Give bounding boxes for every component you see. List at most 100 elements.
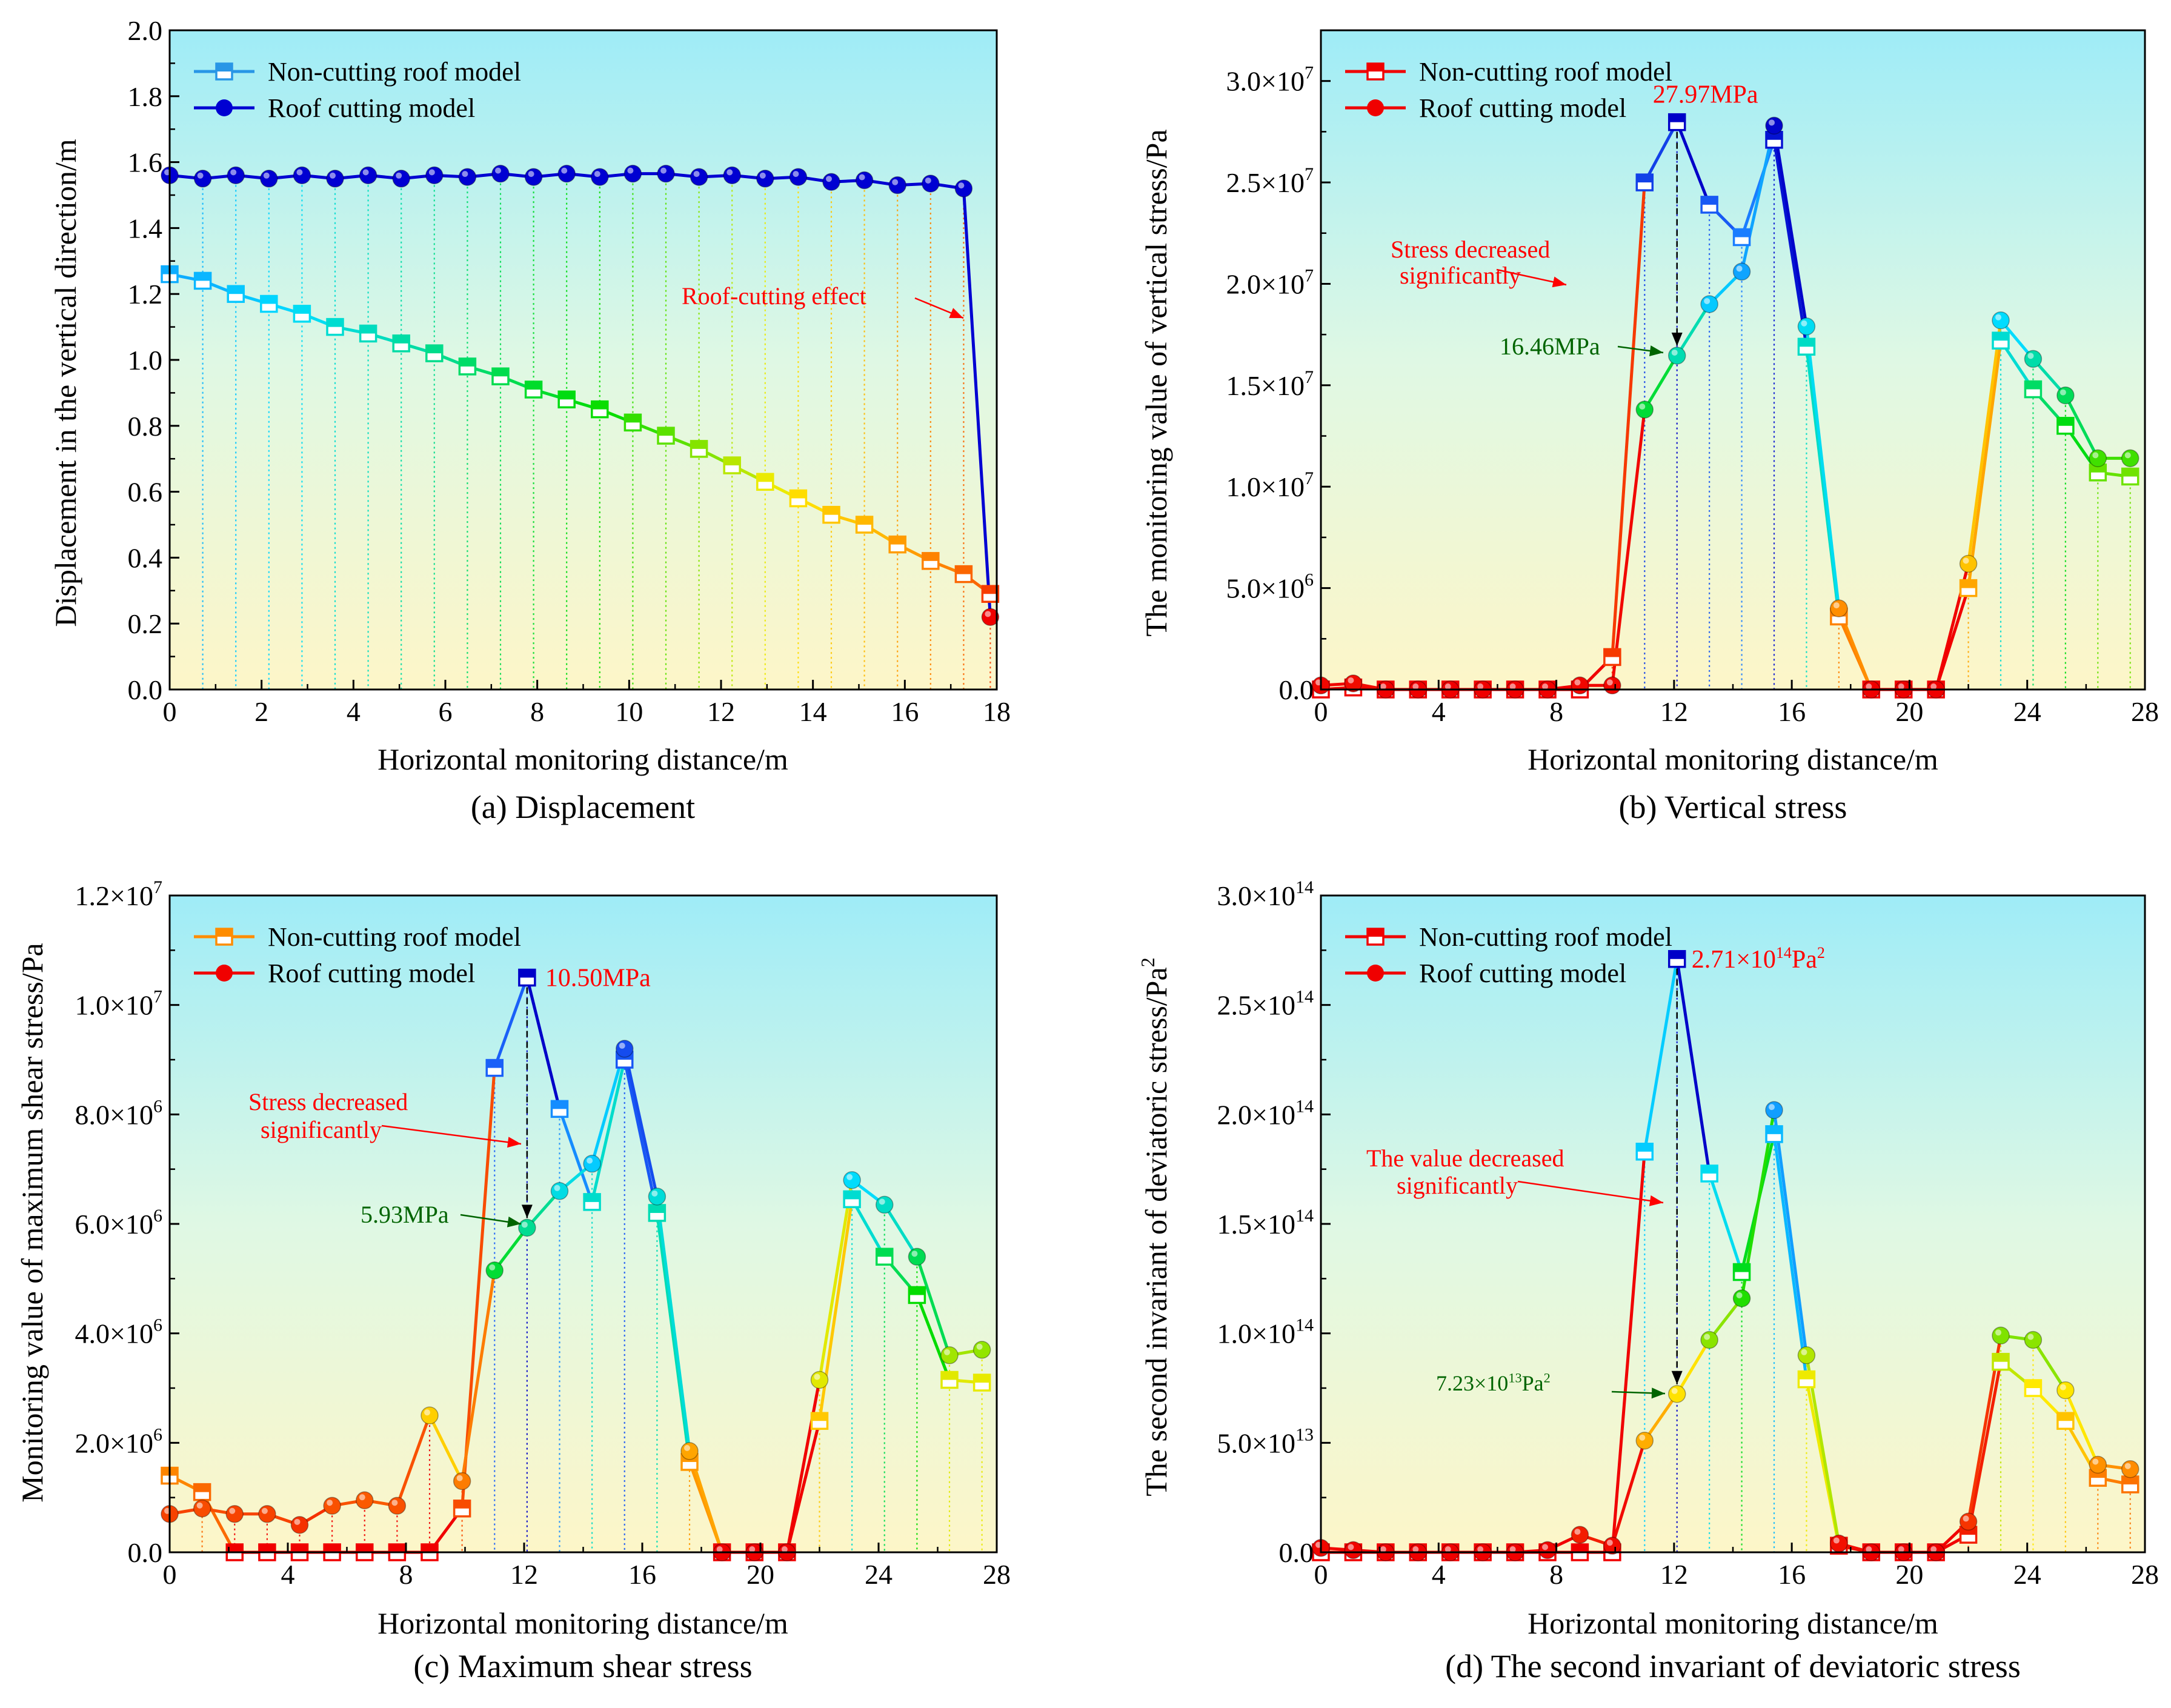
p2-series-cutting-segment [916, 1256, 951, 1356]
p2-xtick-label: 24 [865, 1559, 893, 1590]
p3-annotation: 7.23×1013Pa2 [1436, 1370, 1551, 1395]
p0-point-cutting-highlight [826, 176, 832, 182]
panel-d-xlabel: Horizontal monitoring distance/m [1528, 1606, 1938, 1640]
p3-ytick-mantissa: 2.0×10 [1217, 1099, 1295, 1130]
p3-point-non-cutting-fill [1669, 951, 1685, 959]
p1-annotation: significantly [1400, 262, 1521, 289]
p3-series-cutting-segment [1675, 1339, 1711, 1395]
p2-series-non-cutting-segment [623, 1059, 659, 1214]
p3-annotation-tail-sup: 2 [1544, 1370, 1551, 1385]
p2-point-cutting-highlight [846, 1174, 853, 1180]
p0-point-cutting [491, 164, 510, 183]
p2-point-cutting-highlight [749, 1546, 756, 1552]
p1-series-cutting-segment [1611, 409, 1646, 686]
p2-point-non-cutting-fill [389, 1544, 405, 1552]
p0-point-non-cutting-fill [591, 401, 608, 410]
p0-annotation-text: Roof-cutting effect [682, 282, 866, 310]
p1-point-cutting [1797, 317, 1816, 336]
p0-point-cutting-highlight [561, 167, 568, 174]
p3-point-cutting [1700, 1331, 1718, 1349]
p0-point-non-cutting-fill [823, 507, 839, 515]
p0-legend-label: Non-cutting roof model [268, 57, 521, 87]
p1-point-non-cutting-fill [1637, 174, 1653, 183]
p1-point-cutting-highlight [1963, 557, 1969, 564]
p0-point-cutting [227, 166, 245, 185]
p0-legend-marker-square-fill [216, 64, 232, 71]
p0-point-cutting [723, 166, 741, 185]
p2-series-non-cutting-segment [850, 1198, 886, 1258]
p3-point-cutting-highlight [1930, 1546, 1937, 1552]
p0-point-cutting [193, 170, 212, 188]
p1-series-cutting-segment [1740, 125, 1776, 272]
p1-point-cutting-highlight [1412, 683, 1419, 690]
p1-point-cutting [2121, 449, 2139, 468]
p1-series-cutting-segment [1772, 125, 1808, 327]
p2-point-cutting [290, 1516, 309, 1534]
p3-point-non-cutting-fill [1637, 1143, 1653, 1152]
p0-point-non-cutting-fill [757, 474, 773, 482]
p1-point-cutting-highlight [1866, 683, 1872, 690]
p1-point-non-cutting-fill [2090, 464, 2106, 473]
p1-series-cutting-segment [1804, 326, 1841, 609]
p1-xtick-label: 24 [2013, 696, 2041, 727]
p1-point-non-cutting-fill [2025, 381, 2041, 390]
p3-xtick-label: 24 [2013, 1559, 2041, 1590]
p2-ytick-label: 0.0 [128, 1537, 163, 1568]
p2-point-non-cutting-fill [227, 1544, 243, 1552]
panel-d-ylabel: The second invariant of deviatoric stres… [1137, 957, 1173, 1496]
p0-point-cutting [591, 168, 609, 186]
p0-point-cutting-highlight [693, 171, 700, 178]
p2-legend-marker-square-fill [216, 929, 232, 937]
p3-point-cutting-highlight [1769, 1104, 1775, 1111]
p0-point-cutting-highlight [925, 177, 931, 184]
p2-xtick-label: 28 [983, 1559, 1011, 1590]
p0-point-non-cutting-fill [956, 566, 972, 574]
p0-xtick-label: 2 [254, 696, 268, 727]
p3-point-cutting-highlight [1606, 1540, 1613, 1546]
p1-point-cutting-highlight [1898, 683, 1904, 690]
p3-ytick-exponent: 14 [1295, 987, 1314, 1007]
p0-point-cutting [326, 170, 344, 188]
p1-point-non-cutting-fill [1766, 131, 1782, 140]
p0-point-cutting-highlight [296, 169, 303, 176]
p0-point-non-cutting-fill [426, 345, 442, 354]
p2-point-cutting [323, 1497, 341, 1515]
p3-xtick-label: 0 [1314, 1559, 1328, 1590]
p0-point-cutting [293, 166, 311, 185]
p0-point-cutting [922, 174, 940, 193]
p1-point-cutting-highlight [1574, 679, 1581, 686]
p3-annotation: significantly [1397, 1172, 1518, 1199]
p3-annotation-sup: 13 [1508, 1370, 1521, 1385]
p0-point-cutting [690, 168, 708, 186]
p0-legend-marker-circle [216, 99, 233, 116]
p1-ytick-label: 2.0×107 [1226, 265, 1314, 299]
p3-point-cutting [1635, 1431, 1654, 1450]
p2-series-cutting-segment [655, 1196, 691, 1452]
p0-ytick-label: 0.6 [128, 477, 163, 508]
p2-ytick-label: 1.2×107 [75, 877, 162, 911]
p0-point-cutting [888, 176, 906, 194]
p3-ytick-exponent: 14 [1295, 1206, 1314, 1226]
p3-series-non-cutting-segment [1707, 1173, 1743, 1273]
p1-point-cutting-highlight [1639, 404, 1646, 410]
p0-point-cutting [524, 168, 543, 186]
p1-point-non-cutting-fill [1798, 339, 1815, 347]
p1-point-non-cutting-fill [1734, 229, 1750, 238]
p0-ytick-label: 0.8 [128, 411, 163, 442]
p1-series-cutting-segment [2064, 394, 2100, 459]
p2-ytick-exponent: 6 [153, 1206, 162, 1226]
p2-legend-marker-circle [216, 965, 233, 982]
p1-series-non-cutting-segment [1643, 121, 1678, 184]
panel-b-xlabel: Horizontal monitoring distance/m [1528, 742, 1938, 776]
p2-ytick-label: 4.0×106 [75, 1315, 162, 1349]
p0-point-cutting-highlight [660, 167, 667, 174]
p3-point-cutting-highlight [2060, 1384, 2066, 1391]
p1-ytick-exponent: 7 [1305, 265, 1314, 285]
p2-point-cutting-highlight [814, 1374, 820, 1380]
panel-b-ylabel: The monitoring value of vertical stress/… [1139, 129, 1173, 636]
p3-point-cutting-highlight [1542, 1544, 1548, 1550]
p3-point-cutting-highlight [1671, 1387, 1678, 1394]
p2-annotation-arrow-line [381, 1125, 522, 1145]
p0-point-cutting-highlight [627, 167, 634, 174]
